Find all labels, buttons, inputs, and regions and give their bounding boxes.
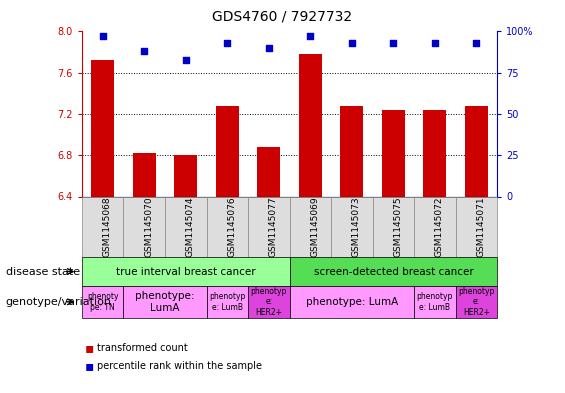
Text: screen-detected breast cancer: screen-detected breast cancer <box>314 266 473 277</box>
Text: GSM1145072: GSM1145072 <box>435 197 444 257</box>
Text: GSM1145075: GSM1145075 <box>393 196 402 257</box>
Text: GSM1145070: GSM1145070 <box>144 196 153 257</box>
Bar <box>341 106 363 196</box>
Text: phenotyp
e: LumB: phenotyp e: LumB <box>209 292 245 312</box>
Text: phenotype:
LumA: phenotype: LumA <box>135 291 195 312</box>
Text: GSM1145068: GSM1145068 <box>103 196 112 257</box>
Point <box>264 45 273 51</box>
Text: GDS4760 / 7927732: GDS4760 / 7927732 <box>212 10 353 24</box>
Point <box>431 40 440 46</box>
Text: transformed count: transformed count <box>97 343 188 353</box>
Point <box>472 40 481 46</box>
Point <box>98 33 107 40</box>
Text: ▪: ▪ <box>85 341 94 355</box>
Bar <box>382 110 405 196</box>
Text: GSM1145069: GSM1145069 <box>310 196 319 257</box>
Bar <box>133 153 155 196</box>
Text: percentile rank within the sample: percentile rank within the sample <box>97 361 262 371</box>
Point <box>140 48 149 54</box>
Text: phenotyp
e:
HER2+: phenotyp e: HER2+ <box>251 287 287 317</box>
Text: GSM1145077: GSM1145077 <box>269 196 278 257</box>
Bar <box>175 155 197 196</box>
Point <box>389 40 398 46</box>
Text: GSM1145071: GSM1145071 <box>476 196 485 257</box>
Point <box>306 33 315 40</box>
Bar <box>216 106 238 196</box>
Text: true interval breast cancer: true interval breast cancer <box>116 266 255 277</box>
Point <box>347 40 357 46</box>
Text: GSM1145076: GSM1145076 <box>227 196 236 257</box>
Text: GSM1145073: GSM1145073 <box>352 196 361 257</box>
Text: phenotyp
e:
HER2+: phenotyp e: HER2+ <box>458 287 494 317</box>
Text: phenoty
pe: TN: phenoty pe: TN <box>87 292 119 312</box>
Text: disease state: disease state <box>6 266 80 277</box>
Bar <box>299 54 321 196</box>
Bar <box>258 147 280 196</box>
Point <box>223 40 232 46</box>
Text: genotype/variation: genotype/variation <box>6 297 112 307</box>
Bar <box>92 61 114 196</box>
Text: phenotyp
e: LumB: phenotyp e: LumB <box>417 292 453 312</box>
Bar <box>465 106 488 196</box>
Text: phenotype: LumA: phenotype: LumA <box>306 297 398 307</box>
Text: ▪: ▪ <box>85 359 94 373</box>
Text: GSM1145074: GSM1145074 <box>186 197 195 257</box>
Point <box>181 56 190 62</box>
Bar <box>424 110 446 196</box>
